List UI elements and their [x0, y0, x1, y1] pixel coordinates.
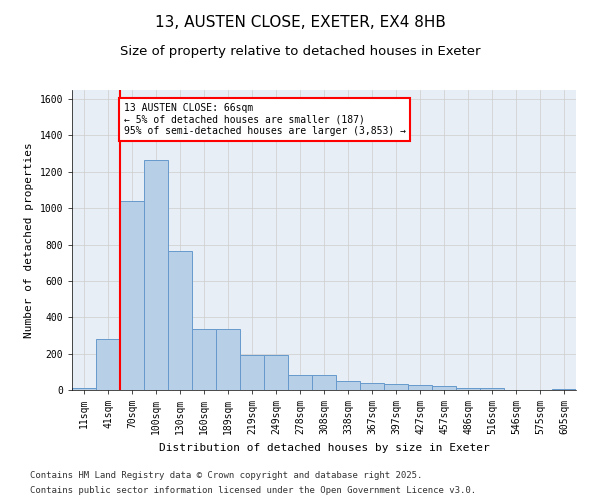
Bar [312, 376, 336, 390]
Bar [552, 388, 576, 390]
Text: 13, AUSTEN CLOSE, EXETER, EX4 8HB: 13, AUSTEN CLOSE, EXETER, EX4 8HB [155, 15, 445, 30]
Bar [120, 201, 144, 390]
Bar [384, 384, 408, 390]
Bar [360, 382, 384, 390]
Bar [264, 356, 288, 390]
Text: Contains HM Land Registry data © Crown copyright and database right 2025.: Contains HM Land Registry data © Crown c… [30, 471, 422, 480]
Text: Contains public sector information licensed under the Open Government Licence v3: Contains public sector information licen… [30, 486, 476, 495]
Bar [480, 388, 504, 390]
Bar [336, 381, 360, 390]
Bar [432, 386, 456, 390]
Text: 13 AUSTEN CLOSE: 66sqm
← 5% of detached houses are smaller (187)
95% of semi-det: 13 AUSTEN CLOSE: 66sqm ← 5% of detached … [124, 102, 406, 136]
Text: Size of property relative to detached houses in Exeter: Size of property relative to detached ho… [120, 45, 480, 58]
Bar [192, 329, 216, 390]
X-axis label: Distribution of detached houses by size in Exeter: Distribution of detached houses by size … [158, 442, 490, 452]
Bar [72, 388, 96, 390]
Bar [96, 339, 120, 390]
Bar [144, 160, 168, 390]
Bar [240, 356, 264, 390]
Bar [408, 386, 432, 390]
Y-axis label: Number of detached properties: Number of detached properties [24, 142, 34, 338]
Bar [168, 251, 192, 390]
Bar [216, 329, 240, 390]
Bar [456, 388, 480, 390]
Bar [288, 376, 312, 390]
